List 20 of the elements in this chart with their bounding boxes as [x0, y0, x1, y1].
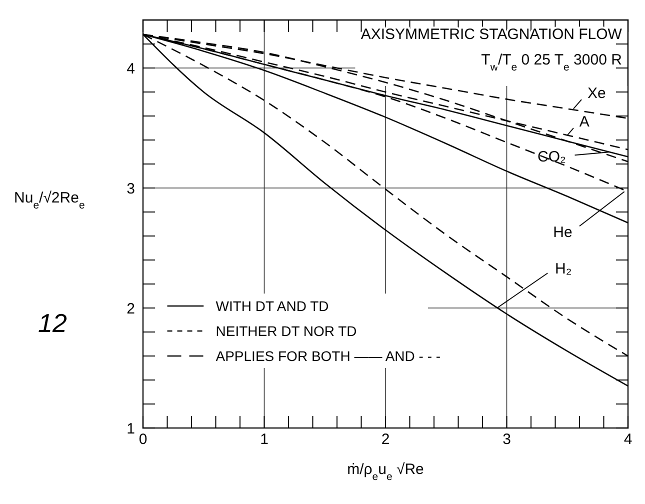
annotation: APPLIES FOR BOTH —— AND - - -	[216, 348, 441, 364]
x-tick-label: 4	[624, 431, 632, 448]
annotation: H₂	[555, 260, 572, 278]
annotation: WITH DT AND TD	[216, 298, 329, 314]
annotation: He	[553, 224, 572, 241]
annotation: CO₂	[537, 148, 566, 166]
annotation: NEITHER DT NOR TD	[216, 322, 357, 339]
text: 12	[38, 308, 68, 338]
x-tick-label: 0	[138, 431, 148, 448]
x-tick-label: 2	[381, 431, 390, 448]
annotation: Xe	[587, 85, 606, 102]
x-tick-label: 3	[502, 431, 511, 448]
y-tick-label: 2	[126, 300, 135, 318]
x-axis-title: ṁ/ρ$_{e}$u$_{e}$ √Re	[347, 461, 424, 483]
y-tick-label: 4	[126, 60, 135, 78]
y-axis-title: Nu$_{e}$/√2Re$_{e}$	[14, 189, 85, 212]
annotation: A	[579, 113, 590, 130]
chart-title: AXISYMMETRIC STAGNATION FLOW	[360, 26, 623, 44]
x-tick-label: 1	[260, 431, 268, 448]
y-tick-label: 3	[126, 180, 135, 198]
